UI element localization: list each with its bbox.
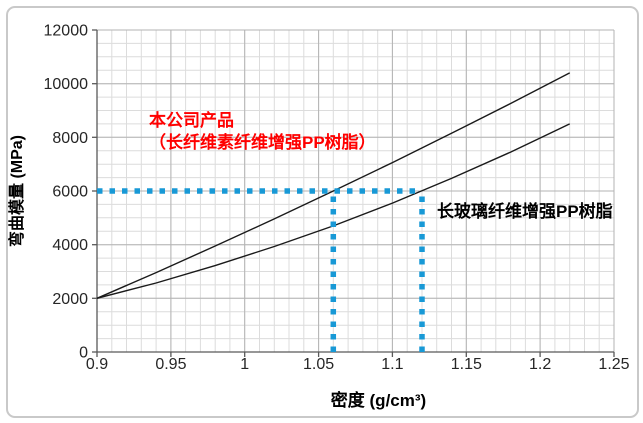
annotation-our-product-line1: 本公司产品 [149, 111, 234, 130]
y-tick-label: 4000 [52, 237, 88, 254]
annotation-our-product-line2: （长纤维素纤维增强PP树脂） [149, 133, 376, 152]
y-tick-label: 0 [79, 345, 88, 362]
x-tick-label: 1 [240, 356, 249, 373]
x-tick-label: 0.9 [86, 356, 108, 373]
x-axis-title: 密度 (g/cm³) [120, 386, 637, 411]
x-tick-label: 0.95 [155, 356, 186, 373]
y-tick-label: 10000 [44, 76, 89, 93]
y-axis-title: 弯曲模量 (MPa) [2, 30, 28, 352]
y-tick-label: 12000 [44, 23, 89, 40]
y-tick-label: 6000 [52, 184, 88, 201]
annotation-glass-fiber: 长玻璃纤维增强PP树脂 [437, 202, 613, 221]
series-line-cellulose-pp [96, 72, 571, 299]
y-tick-label: 8000 [52, 130, 88, 147]
y-axis-title-text: 弯曲模量 (MPa) [9, 134, 27, 248]
annotation-our-product: 本公司产品 （长纤维素纤维增强PP树脂） [149, 110, 376, 154]
x-tick-label: 1.2 [529, 356, 551, 373]
y-tick-label: 2000 [52, 291, 88, 308]
x-tick-label: 1.1 [381, 356, 403, 373]
x-tick-label: 1.15 [451, 356, 482, 373]
x-tick-label: 1.25 [598, 356, 629, 373]
x-tick-label: 1.05 [303, 356, 334, 373]
x-axis-title-text: 密度 (g/cm³) [330, 391, 427, 410]
